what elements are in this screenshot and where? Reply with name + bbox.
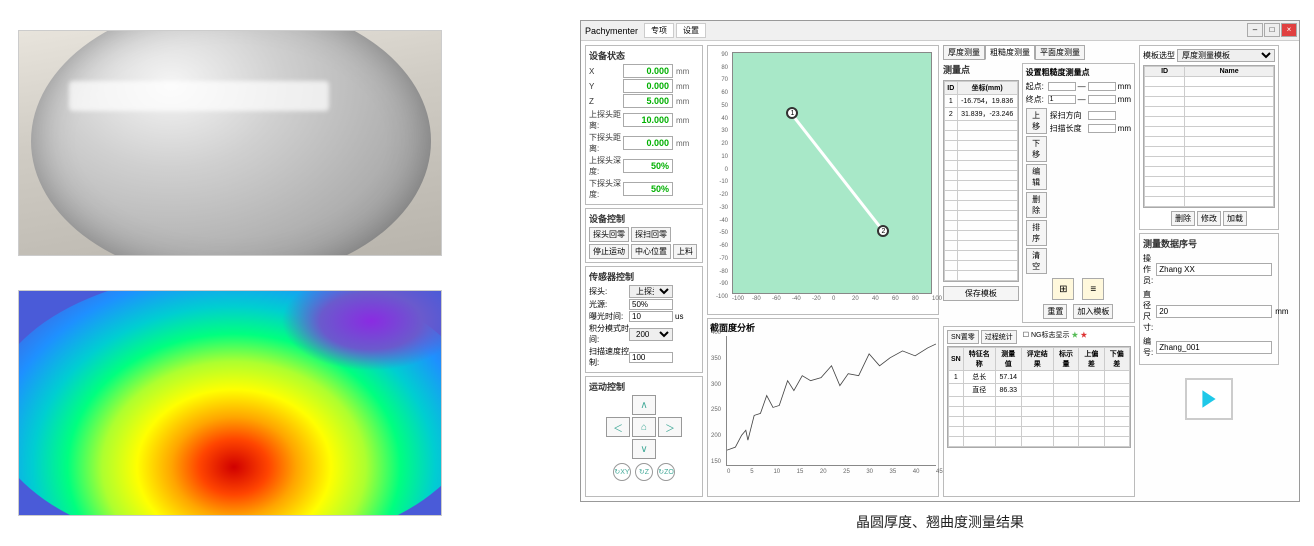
app-window: Pachymenter 专项 设置 – □ × 设备状态 X0.000mmY0.…: [580, 20, 1300, 502]
template-button[interactable]: 加载: [1223, 211, 1247, 226]
extra-input[interactable]: [1088, 124, 1116, 133]
coord-input[interactable]: [1048, 95, 1076, 104]
template-button[interactable]: 删除: [1171, 211, 1195, 226]
sensor-control-panel: 传感器控制 探头:上探头光源:曝光时间:us积分模式时间:200扫描速度控制:: [585, 266, 703, 373]
sensor-select[interactable]: 200: [629, 328, 673, 341]
arrow-left-button[interactable]: ＜: [606, 417, 630, 437]
measure-tab[interactable]: 厚度测量: [943, 45, 985, 60]
side-button[interactable]: 清空: [1026, 248, 1047, 274]
devctrl-button[interactable]: 上料: [673, 244, 697, 259]
meas-points-title: 测量点: [943, 63, 1019, 76]
devctrl-title: 设备控制: [589, 212, 699, 225]
motion-title: 运动控制: [589, 380, 699, 393]
side-button[interactable]: 编辑: [1026, 164, 1047, 190]
reset-button[interactable]: ↻XY: [613, 463, 631, 481]
status-value: 0.000: [623, 79, 673, 93]
sensor-select[interactable]: 上探头: [629, 285, 673, 298]
app-title: Pachymenter: [585, 26, 638, 36]
coord-input[interactable]: [1048, 82, 1076, 91]
data-info-panel: 测量数据序号 操作员:直径尺寸:mm编号:: [1139, 233, 1279, 365]
device-status-panel: 设备状态 X0.000mmY0.000mmZ5.000mm上探头距离:10.00…: [585, 45, 703, 205]
motion-control-panel: 运动控制 ∧ ＜ ⌂ ＞ ∨ ↻XY↻Z↻ZO: [585, 376, 703, 497]
datainfo-title: 测量数据序号: [1143, 237, 1275, 250]
close-button[interactable]: ×: [1281, 23, 1297, 37]
arrow-down-button[interactable]: ∨: [632, 439, 656, 459]
xy-plot: 9080706050403020100-10-20-30-40-50-60-70…: [707, 45, 939, 315]
maximize-button[interactable]: □: [1264, 23, 1280, 37]
devctrl-button[interactable]: 停止运动: [589, 244, 629, 259]
side-button[interactable]: 排序: [1026, 220, 1047, 246]
measure-tab[interactable]: 粗糙度测量: [985, 45, 1035, 60]
reset-button[interactable]: ↻ZO: [657, 463, 675, 481]
feat-tab-1[interactable]: SN置零: [947, 330, 979, 344]
feature-table-panel: SN置零 过程统计 ☐ NG标志显示 ★ ★ SN特征名称测量值评定结果标示量上…: [943, 326, 1135, 497]
status-value: 0.000: [623, 136, 673, 150]
bottom-button[interactable]: 加入模板: [1073, 304, 1113, 319]
wafer-photo: [18, 30, 442, 256]
status-value: 0.000: [623, 64, 673, 78]
datainfo-input[interactable]: [1156, 341, 1272, 354]
title-tab-1[interactable]: 专项: [644, 23, 674, 38]
extra-input[interactable]: [1088, 111, 1116, 120]
plot-point: 1: [786, 107, 798, 119]
measure-tab[interactable]: 平面度测量: [1035, 45, 1085, 60]
template-button[interactable]: 修改: [1197, 211, 1221, 226]
reset-button[interactable]: ↻Z: [635, 463, 653, 481]
side-button[interactable]: 上移: [1026, 108, 1047, 134]
status-value: 50%: [623, 182, 673, 196]
devctrl-button[interactable]: 探扫回零: [631, 227, 671, 242]
status-value: 10.000: [623, 113, 673, 127]
coord-input[interactable]: [1088, 82, 1116, 91]
sensor-title: 传感器控制: [589, 270, 699, 283]
devctrl-button[interactable]: 探头回零: [589, 227, 629, 242]
feat-tab-2[interactable]: 过程统计: [981, 330, 1017, 344]
status-title: 设备状态: [589, 49, 699, 62]
ng-legend-label: ☐ NG标志显示 ★ ★: [1023, 330, 1088, 344]
set-measure-points-group: 设置粗糙度测量点 起点: — mm终点: — mm 上移下移编辑删除排序清空 探…: [1022, 63, 1135, 323]
side-button[interactable]: 删除: [1026, 192, 1047, 218]
coord-input[interactable]: [1088, 95, 1116, 104]
sensor-input[interactable]: [629, 311, 673, 322]
sensor-input[interactable]: [629, 352, 673, 363]
devctrl-button[interactable]: 中心位置: [631, 244, 671, 259]
arrow-up-button[interactable]: ∧: [632, 395, 656, 415]
titlebar: Pachymenter 专项 设置 – □ ×: [581, 21, 1299, 41]
measure-points-table: ID坐标(mm)1-16.754，19.836231.839，-23.246: [943, 80, 1019, 282]
template-title: 模板选型: [1143, 50, 1175, 61]
grid-icon-button[interactable]: ⊞: [1052, 278, 1074, 300]
status-value: 50%: [623, 159, 673, 173]
datainfo-input[interactable]: [1156, 263, 1272, 276]
side-button[interactable]: 下移: [1026, 136, 1047, 162]
template-select[interactable]: 厚度测量模板: [1177, 49, 1275, 62]
save-template-button[interactable]: 保存模板: [943, 286, 1019, 301]
home-button[interactable]: ⌂: [632, 417, 656, 437]
analysis-title: 截面度分析: [710, 321, 936, 334]
minimize-button[interactable]: –: [1247, 23, 1263, 37]
list-icon-button[interactable]: ≡: [1082, 278, 1104, 300]
device-control-panel: 设备控制 探头回零探扫回零停止运动中心位置上料: [585, 208, 703, 263]
sensor-input[interactable]: [629, 299, 673, 310]
play-button[interactable]: [1185, 378, 1233, 420]
title-tab-2[interactable]: 设置: [676, 23, 706, 38]
template-panel: 模板选型 厚度测量模板 IDName 删除修改加载: [1139, 45, 1279, 230]
profile-analysis-panel: 截面度分析 1502002503003504000510152025303540…: [707, 318, 939, 497]
figure-caption: 晶圆厚度、翘曲度测量结果: [580, 512, 1300, 532]
wafer-heatmap: [18, 290, 442, 516]
status-value: 5.000: [623, 94, 673, 108]
bottom-button[interactable]: 重置: [1043, 304, 1067, 319]
plot-point: 2: [877, 225, 889, 237]
setgroup-title: 设置粗糙度测量点: [1026, 67, 1131, 78]
datainfo-input[interactable]: [1156, 305, 1272, 318]
arrow-right-button[interactable]: ＞: [658, 417, 682, 437]
